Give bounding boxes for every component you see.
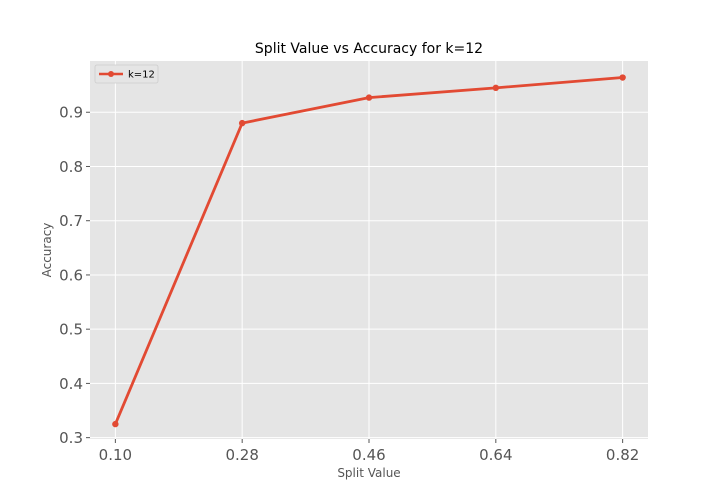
- x-axis-label: Split Value: [337, 466, 400, 480]
- data-point: [492, 84, 500, 92]
- x-tick-label: 0.64: [479, 446, 512, 464]
- legend-box: [94, 64, 159, 84]
- data-point: [238, 119, 246, 127]
- chart-title: Split Value vs Accuracy for k=12: [255, 41, 483, 57]
- series-layer: [112, 74, 626, 428]
- grid: [90, 61, 648, 439]
- legend-marker: [108, 71, 114, 77]
- y-axis-label: Accuracy: [40, 223, 54, 278]
- x-tick-label: 0.46: [352, 446, 385, 464]
- data-point: [112, 420, 119, 428]
- data-point: [619, 74, 626, 81]
- y-tick-label: 0.7: [59, 212, 83, 230]
- y-tick-label: 0.9: [59, 104, 83, 122]
- legend: k=12: [94, 64, 159, 84]
- x-tick-label: 0.28: [225, 446, 258, 464]
- x-tick-label: 0.10: [99, 446, 132, 464]
- legend-label: k=12: [128, 70, 155, 81]
- data-point: [365, 94, 373, 101]
- y-tick-label: 0.6: [59, 266, 83, 284]
- ticks: 0.10 0.28 0.46 0.64 0.82 0.3 0.4 0.5 0.6 0.7 0.8 0.…: [59, 104, 639, 464]
- y-tick-label: 0.3: [59, 429, 83, 447]
- y-tick-label: 0.4: [59, 375, 83, 393]
- x-tick-label: 0.82: [606, 446, 639, 464]
- y-tick-label: 0.5: [59, 321, 83, 339]
- y-tick-label: 0.8: [59, 158, 83, 176]
